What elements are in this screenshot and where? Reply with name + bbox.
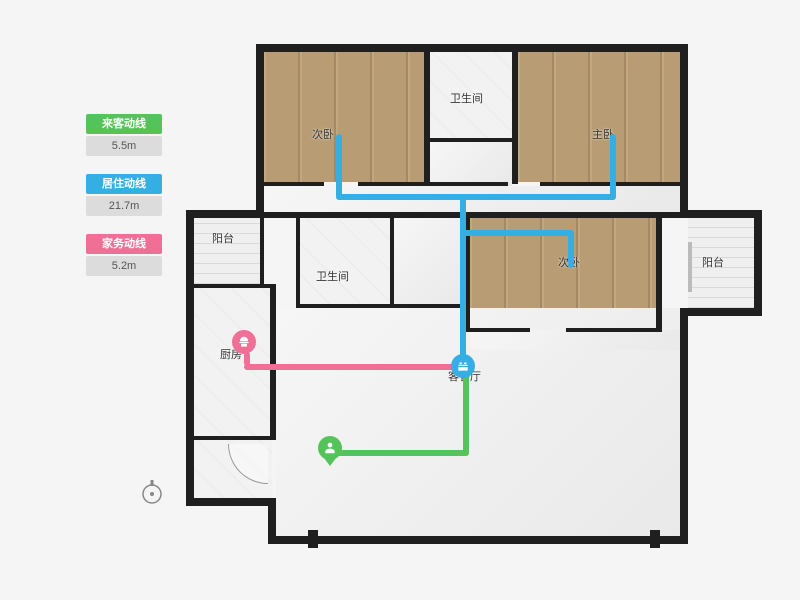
path-living (336, 194, 616, 200)
path-living-cap (568, 262, 574, 268)
iwall (194, 284, 274, 288)
label-bath-mid: 卫生间 (316, 268, 349, 284)
path-living (610, 136, 616, 198)
floor-hall-top (430, 142, 512, 186)
label-balcony-r: 阳台 (702, 254, 724, 270)
floor-corridor (264, 186, 680, 214)
stage: 来客动线 5.5m 居住动线 21.7m 家务动线 5.2m (0, 0, 800, 600)
compass-icon (138, 478, 166, 506)
path-living (336, 136, 342, 198)
path-living-cap (336, 134, 342, 140)
floor-hall-mid (394, 218, 466, 304)
floor-kitchen (194, 288, 272, 436)
legend-label-living: 居住动线 (86, 174, 162, 194)
node-living-icon (451, 354, 475, 378)
legend: 来客动线 5.5m 居住动线 21.7m 家务动线 5.2m (86, 114, 162, 294)
iwall (260, 218, 264, 284)
iwall (430, 138, 512, 142)
legend-item-chores: 家务动线 5.2m (86, 234, 162, 276)
iwall (296, 218, 300, 308)
legend-value-chores: 5.2m (86, 256, 162, 276)
wall (688, 242, 692, 292)
wall (186, 210, 264, 218)
wall (256, 44, 264, 214)
path-living (568, 230, 574, 264)
floor-bedroom-master (518, 52, 680, 182)
wall (650, 530, 660, 548)
wall (680, 316, 688, 544)
wall (680, 308, 762, 316)
floorplan: 次卧 卫生间 主卧 阳台 卫生间 次卧 阳台 厨房 客餐厅 (180, 30, 770, 570)
wall (308, 530, 318, 548)
legend-item-living: 居住动线 21.7m (86, 174, 162, 216)
floor-living-ext (470, 330, 680, 350)
legend-label-visitor: 来客动线 (86, 114, 162, 134)
label-balcony-l: 阳台 (212, 230, 234, 246)
legend-value-living: 21.7m (86, 196, 162, 216)
path-chores (244, 364, 466, 370)
floor-bedroom-nw (264, 52, 424, 182)
iwall (296, 304, 466, 308)
label-bedroom-nw: 次卧 (312, 126, 334, 142)
iwall (194, 436, 274, 440)
path-living (460, 196, 466, 364)
wall (754, 210, 762, 316)
path-living-cap (610, 134, 616, 140)
wall (186, 210, 194, 506)
path-living (463, 230, 573, 236)
node-kitchen-icon (232, 330, 256, 354)
legend-item-visitor: 来客动线 5.5m (86, 114, 162, 156)
iwall (264, 182, 324, 186)
iwall (512, 52, 518, 184)
wall (186, 498, 276, 506)
floor-balcony-l (194, 218, 260, 284)
iwall (470, 328, 530, 332)
label-bath-top: 卫生间 (450, 90, 483, 106)
floor-bath-mid (300, 218, 390, 304)
path-visitor (463, 370, 469, 456)
path-visitor (330, 450, 468, 456)
iwall (270, 284, 276, 440)
iwall (566, 328, 660, 332)
iwall (656, 218, 662, 332)
wall (680, 210, 762, 218)
iwall (358, 182, 508, 186)
legend-label-chores: 家务动线 (86, 234, 162, 254)
iwall (390, 218, 394, 308)
iwall (424, 52, 430, 184)
node-entry-icon (318, 436, 342, 460)
legend-value-visitor: 5.5m (86, 136, 162, 156)
wall (256, 44, 688, 52)
wall (268, 536, 688, 544)
wall (680, 44, 688, 214)
iwall (264, 212, 680, 218)
